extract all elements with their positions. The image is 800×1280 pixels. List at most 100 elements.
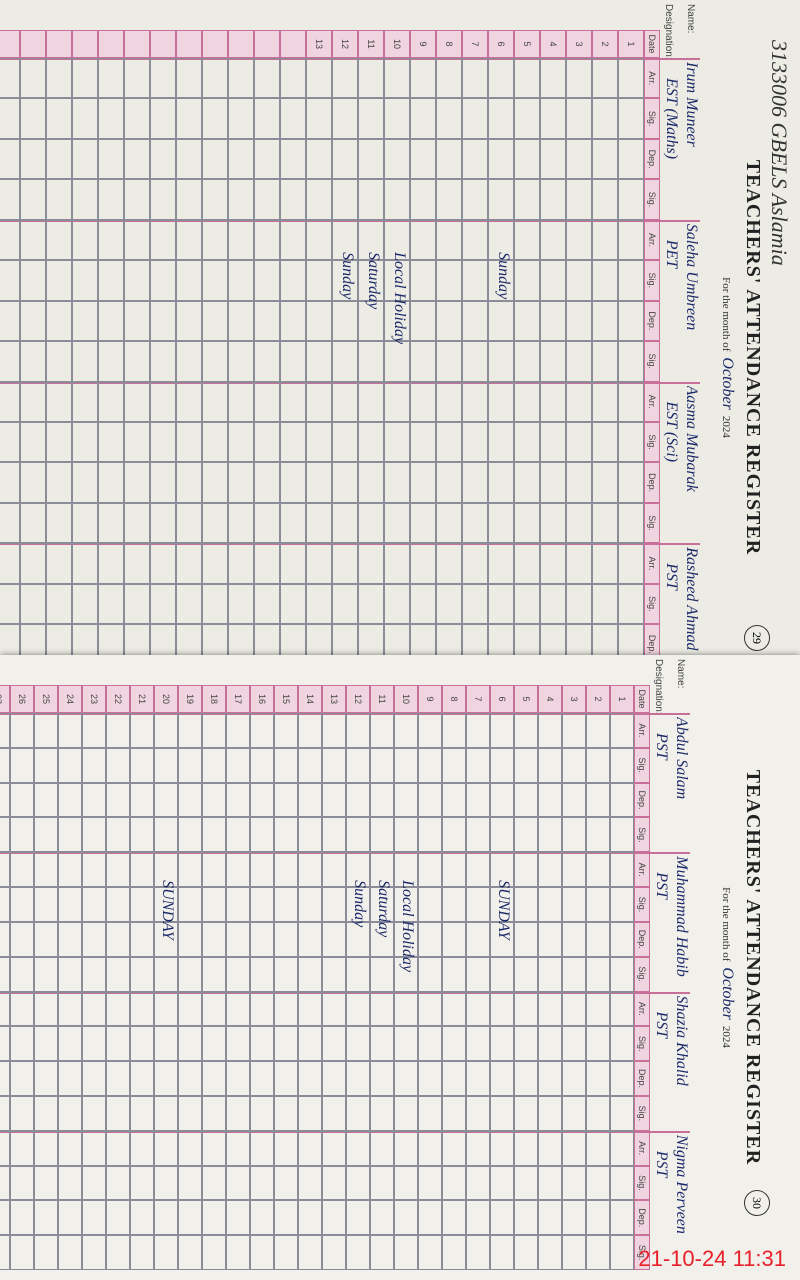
grid-cell — [540, 341, 566, 382]
grid-cell — [490, 1026, 514, 1062]
grid-cell — [358, 421, 384, 463]
grid-cell — [306, 98, 332, 139]
grid-cell — [610, 852, 634, 888]
grid-cell — [226, 991, 250, 1027]
grid-cell — [46, 341, 72, 382]
grid-cell — [46, 381, 72, 422]
grid-cell — [332, 98, 358, 139]
row-remark: Sunday — [339, 252, 356, 300]
grid-cell — [514, 583, 540, 625]
grid-cell — [394, 1235, 418, 1270]
grid-cell — [370, 713, 394, 748]
grid-cell — [176, 260, 202, 301]
grid-cell — [202, 58, 228, 99]
grid-cell — [10, 1130, 34, 1166]
column-header: Sig. — [644, 260, 660, 301]
grid-cell — [540, 502, 566, 544]
column-header: Sig. — [634, 1026, 650, 1062]
grid-cell — [346, 956, 370, 992]
grid-cell — [298, 956, 322, 992]
grid-cell — [0, 58, 20, 99]
grid-cell — [154, 1130, 178, 1166]
grid-cell — [46, 58, 72, 99]
date-cell — [176, 30, 202, 58]
grid-cell — [202, 956, 226, 992]
date-cell: 11 — [358, 30, 384, 58]
grid-cell — [0, 817, 10, 853]
grid-cell — [98, 138, 124, 180]
grid-cell — [254, 381, 280, 422]
grid-cell — [618, 381, 644, 422]
grid-cell — [490, 956, 514, 992]
grid-cell — [562, 713, 586, 748]
grid-cell — [538, 713, 562, 748]
grid-cell — [358, 341, 384, 382]
grid-cell — [538, 1200, 562, 1236]
date-cell: 26 — [10, 685, 34, 713]
date-cell: 16 — [250, 685, 274, 713]
grid-cell — [538, 921, 562, 957]
grid-cell — [610, 747, 634, 783]
grid-cell — [280, 98, 306, 139]
grid-cell — [228, 179, 254, 220]
grid-cell — [298, 713, 322, 748]
grid-cell — [106, 1165, 130, 1201]
grid-cell — [82, 1026, 106, 1062]
grid-cell — [250, 887, 274, 922]
column-header: Sig. — [634, 817, 650, 853]
grid-cell — [436, 179, 462, 220]
grid-cell — [274, 782, 298, 818]
grid-cell — [0, 1061, 10, 1096]
grid-cell — [154, 1095, 178, 1131]
grid-cell — [466, 1061, 490, 1096]
grid-cell — [98, 583, 124, 625]
grid-cell — [0, 1095, 10, 1131]
grid-cell — [10, 1095, 34, 1131]
date-cell: 6 — [490, 685, 514, 713]
date-cell: 14 — [298, 685, 322, 713]
grid-cell — [610, 713, 634, 748]
grid-cell — [10, 747, 34, 783]
grid-cell — [566, 98, 592, 139]
grid-cell — [178, 713, 202, 748]
grid-cell — [228, 381, 254, 422]
grid-cell — [592, 300, 618, 342]
grid-cell — [466, 1130, 490, 1166]
grid-cell — [586, 1235, 610, 1270]
grid-cell — [488, 300, 514, 342]
grid-cell — [0, 421, 20, 463]
grid-cell — [514, 300, 540, 342]
grid-cell — [466, 1235, 490, 1270]
grid-cell — [226, 747, 250, 783]
grid-cell — [562, 852, 586, 888]
grid-cell — [150, 341, 176, 382]
grid-cell — [306, 179, 332, 220]
grid-cell — [202, 260, 228, 301]
grid-cell — [562, 991, 586, 1027]
grid-cell — [306, 583, 332, 625]
grid-cell — [490, 1200, 514, 1236]
date-cell — [280, 30, 306, 58]
grid-cell — [592, 462, 618, 503]
grid-cell — [124, 179, 150, 220]
grid-cell — [514, 381, 540, 422]
grid-cell — [34, 1235, 58, 1270]
grid-cell — [0, 1130, 10, 1166]
grid-cell — [280, 138, 306, 180]
grid-cell — [202, 852, 226, 888]
name-label: Name: — [675, 659, 686, 689]
grid-cell — [274, 713, 298, 748]
month-line: For the month of October 2024 — [718, 0, 736, 715]
row-remark: Saturday — [365, 252, 382, 310]
grid-cell — [202, 887, 226, 922]
grid-cell — [0, 341, 20, 382]
grid-cell — [562, 747, 586, 783]
grid-cell — [150, 98, 176, 139]
date-cell: 6 — [488, 30, 514, 58]
grid-cell — [202, 1061, 226, 1096]
grid-cell — [410, 58, 436, 99]
grid-cell — [46, 219, 72, 261]
grid-cell — [618, 300, 644, 342]
grid-cell — [514, 341, 540, 382]
grid-cell — [514, 179, 540, 220]
